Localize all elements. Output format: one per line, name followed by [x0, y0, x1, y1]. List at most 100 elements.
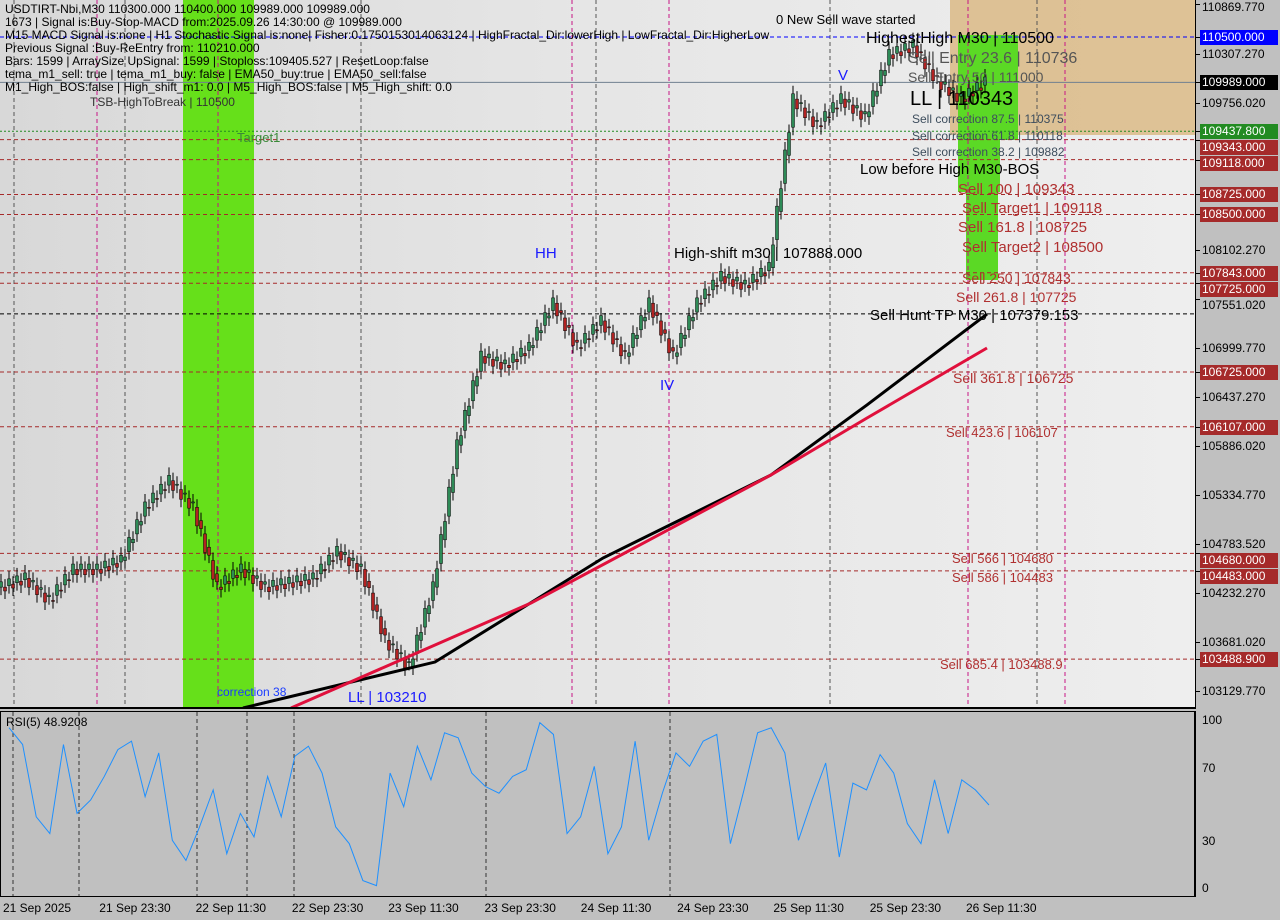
chart-annotation: Sell 250 | 107843 [962, 270, 1071, 286]
rsi-label: RSI(5) 48.9208 [6, 715, 88, 729]
candle-body [115, 563, 119, 568]
price-label: 107551.020 [1202, 297, 1266, 312]
candle-body [291, 582, 295, 588]
candle-body [55, 584, 59, 596]
candle-body [0, 581, 3, 588]
candle-body [207, 546, 211, 556]
candle-body [771, 244, 775, 268]
candle-body [727, 273, 731, 279]
candle-body [615, 338, 619, 340]
candle-body [979, 87, 983, 91]
candle-body [783, 149, 787, 184]
candle-body [971, 93, 975, 97]
candle-body [375, 604, 379, 612]
info-line: 1673 | Signal is:Buy-Stop-MACD from:2025… [5, 15, 402, 29]
candle-body [911, 40, 915, 48]
candle-body [31, 580, 35, 583]
candle-body [899, 51, 903, 56]
candle-body [935, 75, 939, 77]
candle-body [371, 592, 375, 611]
candle-body [119, 554, 123, 563]
candle-body [359, 563, 363, 567]
candle-body [467, 405, 471, 416]
candle-body [635, 334, 639, 339]
chart-annotation: Sell Entry 50 | 111000 [908, 69, 1044, 85]
candle-body [211, 560, 215, 580]
candle-body [587, 338, 591, 340]
candle-body [715, 285, 719, 287]
candle-body [283, 583, 287, 590]
candle-body [559, 310, 563, 313]
candle-body [807, 111, 811, 113]
candle-body [895, 46, 899, 54]
candle-body [215, 573, 219, 583]
candle-body [175, 483, 179, 486]
chart-annotation: Sell correction 61.8 | 110118 [912, 129, 1063, 143]
candle-body [327, 554, 331, 566]
price-label: 109343.000 [1200, 140, 1278, 156]
candle-body [363, 569, 367, 587]
axis-tick [1196, 570, 1200, 572]
chart-annotation: Sell Entry 23.6 | 110736 [908, 50, 1078, 67]
candle-body [247, 569, 251, 573]
candle-body [15, 575, 19, 583]
candle-body [303, 574, 307, 581]
price-label: 104783.520 [1202, 537, 1266, 552]
candle-body [47, 594, 51, 597]
candle-body [723, 276, 727, 284]
candle-body [235, 575, 239, 578]
candle-body [803, 107, 807, 118]
candle-body [419, 632, 423, 641]
candle-body [551, 297, 555, 311]
candle-body [139, 521, 143, 526]
candle-body [79, 563, 83, 570]
time-label: 21 Sep 2025 [3, 901, 72, 915]
info-line: M15 MACD Signal is:none | H1 Stochastic … [5, 28, 770, 42]
chart-annotation: Sell correction 38.2 | 109882 [912, 145, 1065, 159]
price-label: 110869.770 [1202, 0, 1265, 14]
candle-body [111, 557, 115, 566]
candle-body [3, 586, 7, 592]
candle-body [519, 347, 523, 357]
candle-body [103, 560, 107, 569]
candle-body [223, 575, 227, 585]
chart-annotation: Sell Hunt TP M30 | 107379.153 [870, 307, 1079, 324]
candle-body [931, 69, 935, 82]
candle-body [431, 581, 435, 601]
axis-tick [1196, 593, 1200, 595]
candle-body [231, 569, 235, 579]
candle-body [171, 480, 175, 491]
chart-annotation: HighestHigh M30 | 110500 [866, 30, 1054, 47]
candle-body [719, 271, 723, 282]
time-label: 25 Sep 23:30 [869, 901, 942, 915]
candle-body [159, 483, 163, 495]
candle-body [879, 69, 883, 87]
candle-body [287, 577, 291, 584]
chart-annotation: TSB-HighToBreak | 110500 [90, 95, 235, 109]
price-label: 110500.000 [1200, 30, 1278, 45]
candle-body [279, 578, 283, 586]
candle-body [23, 572, 27, 580]
axis-tick [1196, 544, 1200, 546]
candle-body [767, 262, 771, 271]
rsi-axis: 100 70 30 0 [1195, 711, 1280, 897]
candle-body [275, 585, 279, 591]
candle-body [395, 648, 399, 660]
candle-body [439, 534, 443, 564]
price-chart-panel[interactable]: USDTIRT-Nbi,M30 110300.000 110400.000 10… [0, 0, 1195, 709]
price-axis[interactable]: 110869.770 110500.000 110307.270 109989.000… [1195, 0, 1280, 709]
axis-tick [1196, 4, 1200, 6]
candle-body [667, 338, 671, 354]
candle-body [347, 557, 351, 567]
candle-body [447, 486, 451, 517]
chart-annotation: Target1 [237, 130, 281, 145]
rsi-panel[interactable]: RSI(5) 48.9208 [0, 711, 1195, 897]
candle-body [263, 581, 267, 585]
candle-body [59, 589, 63, 592]
candle-body [603, 320, 607, 333]
candle-body [299, 580, 303, 587]
time-axis[interactable]: 21 Sep 2025 21 Sep 23:30 22 Sep 11:30 22 Se… [0, 897, 1280, 920]
candle-body [475, 376, 479, 387]
candle-body [51, 600, 55, 602]
candle-body [887, 49, 891, 66]
